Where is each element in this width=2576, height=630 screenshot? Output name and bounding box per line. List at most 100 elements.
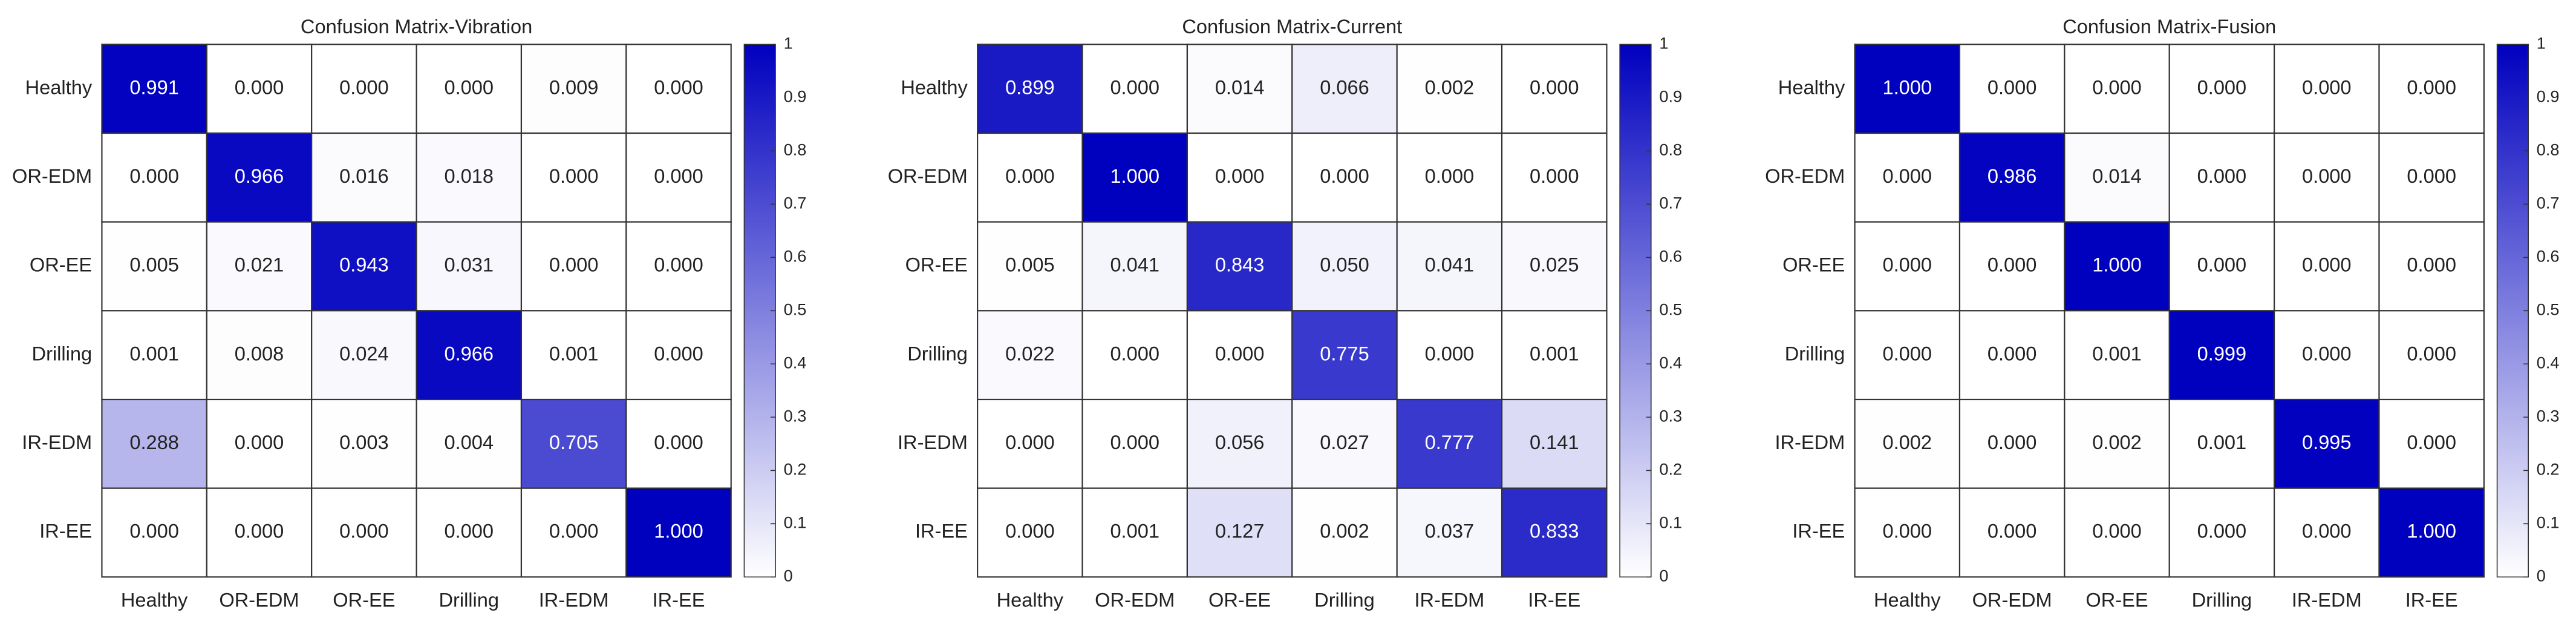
- cell: [1291, 44, 1398, 134]
- colorbar-tick-label: 0.2: [784, 460, 807, 479]
- cell: [625, 310, 732, 401]
- x-tick-label: OR-EE: [1208, 589, 1271, 611]
- cell-label: 0.991: [129, 76, 179, 98]
- cell: [1501, 487, 1608, 578]
- cell-label: 0.000: [2302, 342, 2352, 364]
- cell: [2064, 221, 2170, 312]
- x-tick-label: IR-EDM: [1414, 589, 1484, 611]
- cell-label: 0.003: [339, 431, 389, 453]
- cell: [311, 398, 417, 489]
- cell: [1958, 221, 2066, 312]
- cell-label: 0.000: [1530, 165, 1579, 187]
- cell-label: 0.031: [444, 254, 494, 276]
- cell-label: 0.705: [549, 431, 599, 453]
- cell-label: 0.833: [1530, 520, 1579, 542]
- y-tick-label: OR-EE: [905, 254, 968, 276]
- cell: [1081, 487, 1188, 578]
- cell: [1291, 221, 1398, 312]
- colorbar-tick-label: 0.6: [784, 247, 807, 266]
- cell: [2274, 132, 2380, 223]
- x-tick-label: Healthy: [997, 589, 1064, 611]
- cell-label: 0.000: [2407, 342, 2456, 364]
- cell: [101, 221, 207, 312]
- colorbar-tick-label: 0: [784, 566, 793, 585]
- y-tick-label: OR-EDM: [12, 165, 92, 187]
- colorbar-tick-label: 0.6: [1659, 247, 1682, 266]
- cell-label: 0.001: [2197, 431, 2247, 453]
- cell-label: 0.843: [1215, 254, 1265, 276]
- colorbar-tick-label: 1: [2537, 34, 2546, 53]
- y-tick-label: Healthy: [25, 76, 93, 98]
- cell-label: 0.775: [1320, 342, 1369, 364]
- cell-label: 0.000: [1215, 342, 1265, 364]
- cell: [101, 310, 207, 401]
- colorbar-tick-label: 0.6: [2537, 247, 2560, 266]
- cell-label: 0.000: [1987, 254, 2037, 276]
- y-tick-label: OR-EDM: [888, 165, 968, 187]
- cell: [520, 221, 627, 312]
- colorbar-tick-label: 0.5: [784, 300, 807, 319]
- cell: [416, 44, 523, 134]
- colorbar-tick-label: 0.3: [784, 407, 807, 425]
- cell-label: 0.016: [339, 165, 389, 187]
- colorbar-tick-label: 0.4: [784, 353, 807, 372]
- colorbar-tick-label: 0.4: [2537, 353, 2560, 372]
- cell-label: 0.986: [1987, 165, 2037, 187]
- cell-label: 0.000: [1005, 165, 1055, 187]
- cell-label: 0.000: [654, 76, 703, 98]
- colorbar-tick-label: 0.2: [1659, 460, 1682, 479]
- cell: [625, 487, 732, 578]
- cell-label: 0.000: [2197, 165, 2247, 187]
- cell: [1186, 487, 1293, 578]
- cell-label: 0.000: [1883, 342, 1932, 364]
- cell: [311, 310, 417, 401]
- cell-label: 0.001: [2092, 342, 2142, 364]
- x-tick-label: Drilling: [439, 589, 499, 611]
- cell-label: 0.943: [339, 254, 389, 276]
- cell-label: 0.000: [1005, 520, 1055, 542]
- cell: [2168, 44, 2275, 134]
- cell: [2274, 310, 2380, 401]
- y-tick-label: IR-EDM: [898, 431, 968, 453]
- cell-label: 0.000: [1320, 165, 1369, 187]
- cell: [2064, 310, 2170, 401]
- cell: [1396, 132, 1503, 223]
- cell-label: 0.000: [654, 431, 703, 453]
- cell: [2064, 398, 2170, 489]
- colorbar: [1619, 44, 1652, 578]
- cell: [977, 310, 1083, 401]
- cell-label: 0.000: [339, 76, 389, 98]
- cell-label: 0.000: [2197, 520, 2247, 542]
- y-tick-label: Drilling: [907, 342, 968, 364]
- x-tick-label: OR-EE: [333, 589, 395, 611]
- cell: [977, 398, 1083, 489]
- x-tick-label: IR-EDM: [2292, 589, 2362, 611]
- cell-label: 0.141: [1530, 431, 1579, 453]
- cell: [1854, 44, 1961, 134]
- cell-label: 0.000: [2302, 520, 2352, 542]
- colorbar-tick-label: 0: [2537, 566, 2546, 585]
- cell: [977, 132, 1083, 223]
- cell-label: 0.002: [1883, 431, 1932, 453]
- cell-label: 0.000: [2302, 165, 2352, 187]
- cell-label: 0.001: [1110, 520, 1159, 542]
- cell-label: 0.004: [444, 431, 494, 453]
- colorbar-tick-label: 0.5: [2537, 300, 2560, 319]
- cell-label: 0.025: [1530, 254, 1579, 276]
- cell: [1081, 310, 1188, 401]
- heatmap-panel: Confusion Matrix-Vibration 0.991 0.000 0.00…: [12, 15, 806, 611]
- cell-label: 0.041: [1110, 254, 1159, 276]
- cell-label: 0.000: [1215, 165, 1265, 187]
- cell-label: 1.000: [1883, 76, 1932, 98]
- cell: [2168, 132, 2275, 223]
- cell-label: 0.024: [339, 342, 389, 364]
- cell-label: 0.288: [129, 431, 179, 453]
- cell-label: 0.000: [1987, 431, 2037, 453]
- cell-label: 0.001: [129, 342, 179, 364]
- cell-label: 0.000: [549, 254, 599, 276]
- cell: [2378, 487, 2485, 578]
- cell: [101, 487, 207, 578]
- cell: [1958, 44, 2066, 134]
- cell: [2378, 398, 2485, 489]
